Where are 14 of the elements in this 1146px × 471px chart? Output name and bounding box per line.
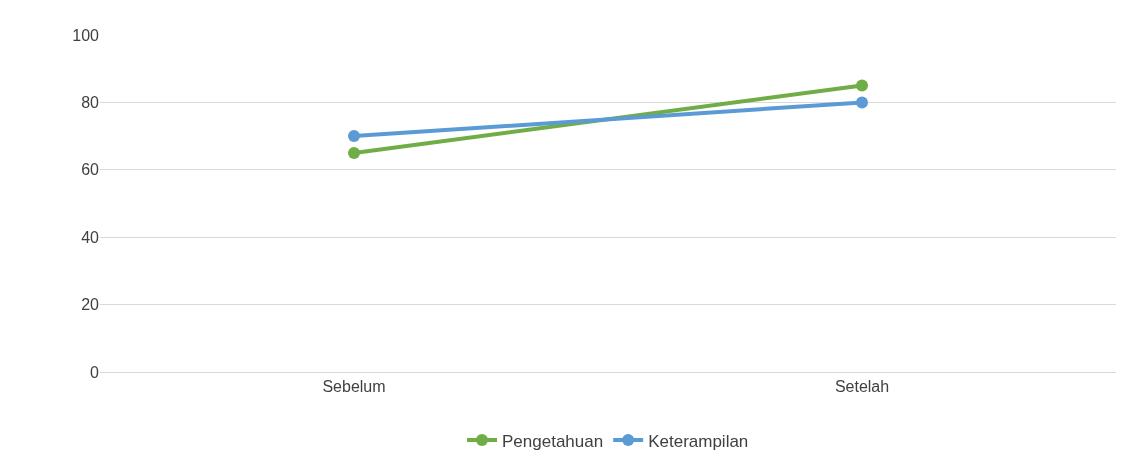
x-tick-label: Sebelum <box>322 378 386 396</box>
x-tick-label: Setelah <box>834 378 890 396</box>
point <box>348 130 360 143</box>
y-tick-label: 60 <box>81 161 100 179</box>
y-tick-label: 100 <box>72 26 100 44</box>
legend-label: Pengetahuan <box>502 431 604 451</box>
point <box>856 79 868 92</box>
y-tick-label: 20 <box>81 296 100 314</box>
y-tick-label: 80 <box>81 94 100 111</box>
legend-label: Keterampilan <box>648 431 749 451</box>
y-tick-label: 40 <box>81 228 100 246</box>
point <box>348 146 360 159</box>
point <box>856 96 868 109</box>
y-tick-label: 0 <box>90 363 100 381</box>
